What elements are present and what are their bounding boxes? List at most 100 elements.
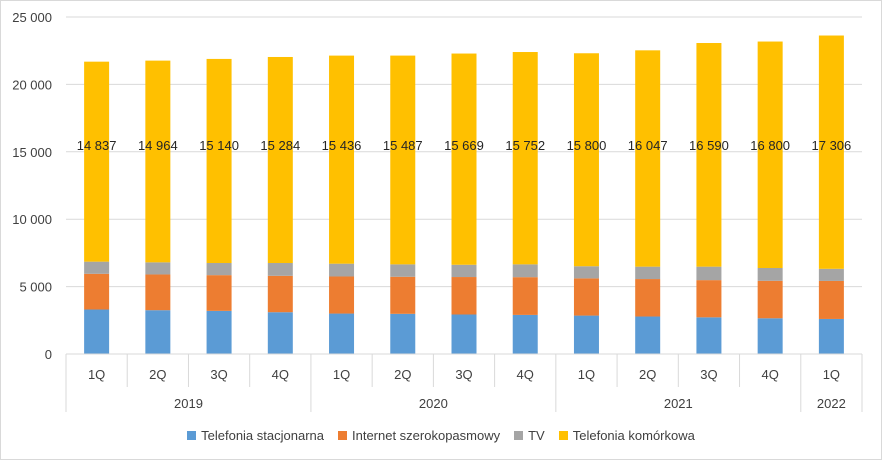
bar-segment xyxy=(757,280,783,319)
bar-segment xyxy=(818,318,844,354)
bar-segment xyxy=(451,314,477,354)
data-label: 14 964 xyxy=(138,138,178,153)
bar-segment xyxy=(696,43,722,267)
x-tick-label: 1Q xyxy=(823,367,840,382)
bar-segment xyxy=(635,316,661,354)
x-tick-label: 2Q xyxy=(639,367,656,382)
bar-segment xyxy=(390,313,416,354)
x-tick-label: 1Q xyxy=(333,367,350,382)
bar-segment xyxy=(329,55,355,264)
legend-swatch xyxy=(187,430,197,440)
bar-segment xyxy=(329,263,355,277)
bar-segment xyxy=(757,41,783,268)
legend-swatch xyxy=(558,430,568,440)
bar-segment xyxy=(84,273,110,310)
bar-segment xyxy=(390,276,416,314)
chart-legend: Telefonia stacjonarna Internet szerokopa… xyxy=(0,425,882,445)
x-tick-label: 4Q xyxy=(761,367,778,382)
x-tick-label: 3Q xyxy=(700,367,717,382)
legend-swatch xyxy=(514,430,524,440)
year-label: 2022 xyxy=(817,396,846,411)
data-label: 16 047 xyxy=(628,138,668,153)
bar-segment xyxy=(267,312,293,354)
bar-segment xyxy=(635,279,661,317)
bar-segment xyxy=(818,268,844,281)
bar-segment xyxy=(206,263,232,276)
y-tick-label: 5 000 xyxy=(19,280,52,295)
bar-segment xyxy=(145,60,171,263)
bar-segment xyxy=(206,58,232,264)
x-tick-label: 1Q xyxy=(578,367,595,382)
y-tick-label: 10 000 xyxy=(12,212,52,227)
data-label: 16 800 xyxy=(750,138,790,153)
bar-segment xyxy=(696,317,722,354)
year-label: 2019 xyxy=(174,396,203,411)
stacked-bar-chart: 0 5 000 10 000 15 000 20 000 25 000 14 837 14 9… xyxy=(12,10,863,412)
bar-segment xyxy=(818,280,844,319)
bar-segment xyxy=(573,278,599,316)
bar-segment xyxy=(329,313,355,354)
bar-segment xyxy=(145,310,171,354)
legend-item-internet: Internet szerokopasmowy xyxy=(337,427,501,443)
x-tick-label: 3Q xyxy=(455,367,472,382)
bar-segment xyxy=(573,315,599,354)
bar-segment xyxy=(84,261,110,274)
data-label: 15 436 xyxy=(322,138,362,153)
legend-swatch xyxy=(337,430,347,440)
data-label: 15 669 xyxy=(444,138,484,153)
y-tick-label: 0 xyxy=(45,347,52,362)
legend-item-telefonia-stacjonarna: Telefonia stacjonarna xyxy=(187,428,324,443)
legend-label: TV xyxy=(528,427,545,443)
x-tick-label: 1Q xyxy=(88,367,105,382)
bar-segment xyxy=(696,280,722,318)
bar-segment xyxy=(818,35,844,269)
bar-segment xyxy=(757,318,783,354)
bar-segment xyxy=(267,263,293,276)
bar-segment xyxy=(145,262,171,275)
bar-segment xyxy=(267,56,293,264)
legend-label: Telefonia stacjonarna xyxy=(201,427,324,443)
bar-segment xyxy=(451,264,477,278)
bar-segment xyxy=(267,275,293,313)
bar-segment xyxy=(512,52,538,265)
data-label: 14 837 xyxy=(77,138,117,153)
data-label: 15 752 xyxy=(505,138,545,153)
bar-segment xyxy=(206,310,232,354)
legend-label: Telefonia komórkowa xyxy=(572,427,695,443)
bar-segment xyxy=(512,277,538,315)
data-label: 15 800 xyxy=(567,138,607,153)
y-tick-label: 15 000 xyxy=(12,145,52,160)
legend-item-telefonia-komorkowa: Telefonia komórkowa xyxy=(558,427,695,443)
data-label: 15 140 xyxy=(199,138,239,153)
bar-segment xyxy=(329,276,355,314)
bar-segment xyxy=(573,266,599,279)
bar-segment xyxy=(573,53,599,267)
bar-segment xyxy=(696,266,722,281)
bar-segment xyxy=(451,277,477,315)
bar-segment xyxy=(451,53,477,265)
data-label: 16 590 xyxy=(689,138,729,153)
bar-segment xyxy=(206,275,232,311)
legend-item-tv: TV xyxy=(514,428,545,443)
x-tick-label: 4Q xyxy=(272,367,289,382)
bar-segment xyxy=(390,55,416,265)
y-tick-label: 20 000 xyxy=(12,77,52,92)
y-tick-label: 25 000 xyxy=(12,10,52,25)
bar-segment xyxy=(635,50,661,267)
bar-segment xyxy=(757,267,783,281)
bar-segment xyxy=(390,264,416,277)
bar-segment xyxy=(512,264,538,278)
bar-segment xyxy=(635,266,661,280)
data-label: 17 306 xyxy=(812,138,852,153)
year-label: 2021 xyxy=(664,396,693,411)
bar-segment xyxy=(512,314,538,354)
legend-label: Internet szerokopasmowy xyxy=(351,427,501,443)
data-label: 15 487 xyxy=(383,138,423,153)
year-label: 2020 xyxy=(419,396,448,411)
bar-segment xyxy=(145,274,171,311)
x-tick-label: 3Q xyxy=(210,367,227,382)
x-tick-label: 2Q xyxy=(394,367,411,382)
x-tick-label: 4Q xyxy=(517,367,534,382)
x-tick-label: 2Q xyxy=(149,367,166,382)
data-label: 15 284 xyxy=(260,138,300,153)
